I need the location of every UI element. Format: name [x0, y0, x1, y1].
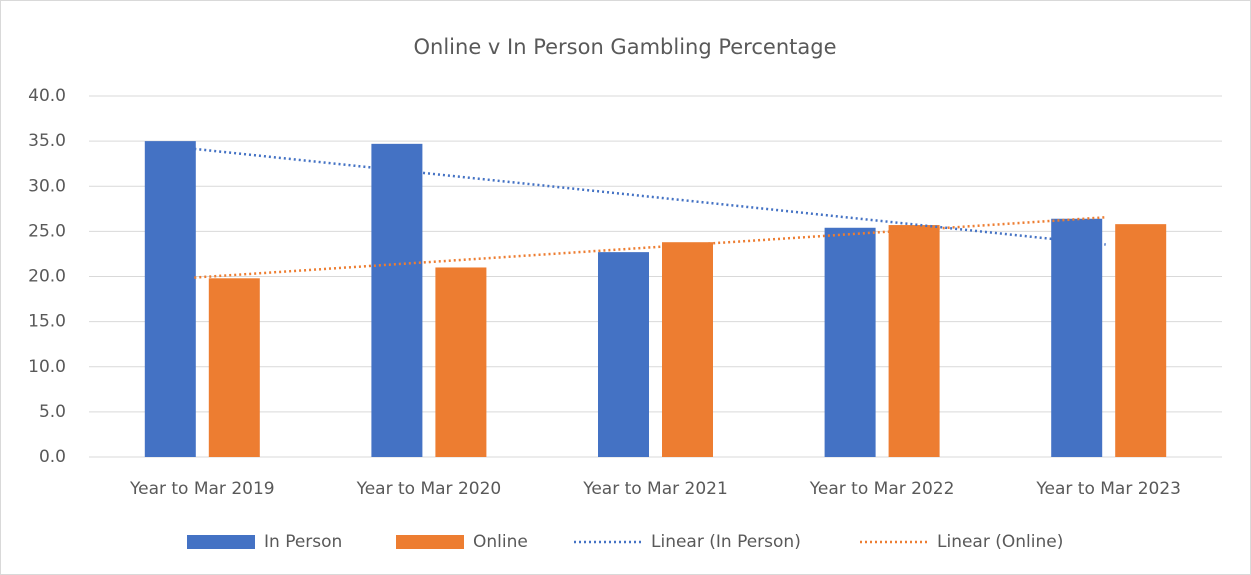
- trendline: [194, 216, 1106, 279]
- bar: [1051, 218, 1103, 457]
- bar: [144, 141, 196, 457]
- bar: [662, 242, 713, 457]
- y-tick-label: 35.0: [28, 131, 66, 151]
- x-tick-label: Year to Mar 2021: [582, 479, 728, 499]
- x-tick-label: Year to Mar 2020: [356, 479, 502, 499]
- y-tick-label: 10.0: [28, 357, 66, 377]
- y-tick-label: 5.0: [39, 402, 66, 422]
- bar: [371, 143, 423, 457]
- y-tick-label: 40.0: [28, 86, 66, 106]
- chart-title: Online v In Person Gambling Percentage: [414, 35, 837, 59]
- x-tick-label: Year to Mar 2022: [809, 479, 955, 499]
- bar: [435, 267, 487, 457]
- x-tick-label: Year to Mar 2023: [1035, 479, 1181, 499]
- x-tick-label: Year to Mar 2019: [129, 479, 275, 499]
- legend-label: Linear (In Person): [651, 532, 801, 552]
- y-tick-label: 15.0: [28, 312, 66, 332]
- y-tick-label: 0.0: [39, 447, 66, 467]
- y-tick-label: 30.0: [28, 176, 66, 196]
- bar: [598, 252, 649, 457]
- legend-swatch: [187, 535, 255, 549]
- bar: [824, 227, 876, 457]
- legend-label: In Person: [264, 532, 342, 552]
- bar: [208, 278, 260, 457]
- bar: [1115, 224, 1167, 457]
- y-tick-label: 20.0: [28, 267, 66, 287]
- legend-label: Linear (Online): [937, 532, 1063, 552]
- y-tick-label: 25.0: [28, 221, 66, 241]
- legend-label: Online: [473, 532, 528, 552]
- legend-swatch: [396, 535, 464, 549]
- bar: [888, 225, 940, 457]
